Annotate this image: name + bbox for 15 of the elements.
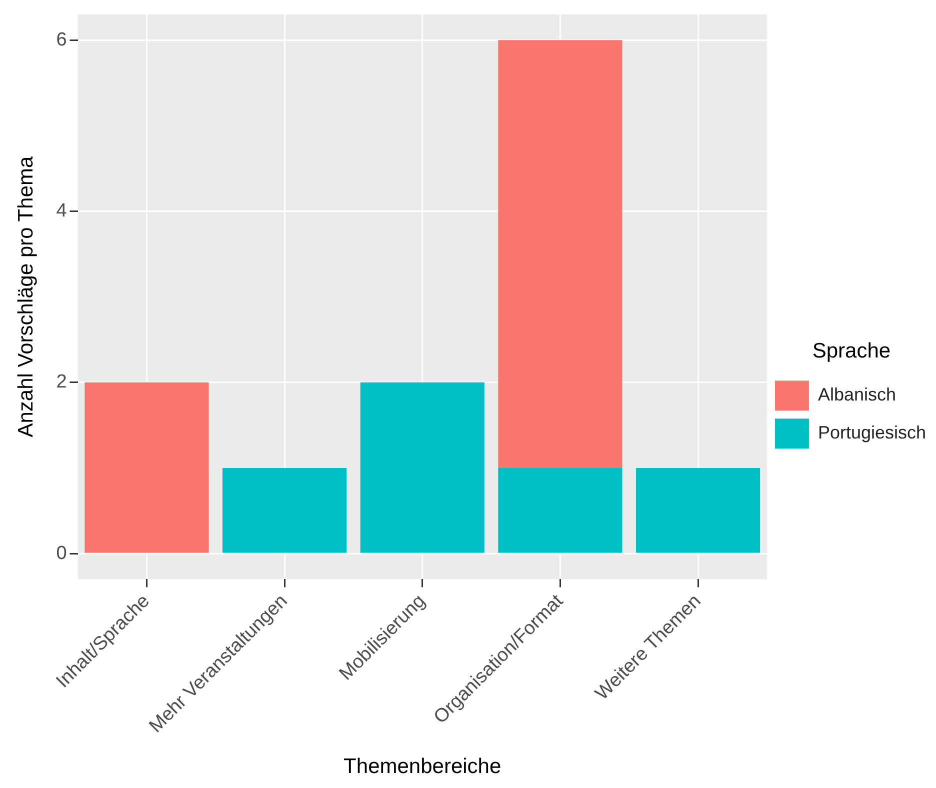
y-tick-label: 0 — [56, 542, 67, 564]
bar — [222, 468, 347, 553]
bar — [84, 382, 209, 553]
y-tick-label: 6 — [56, 29, 67, 50]
x-axis-title: Themenbereiche — [344, 755, 502, 778]
legend-label: Albanisch — [818, 384, 896, 405]
legend-title: Sprache — [812, 340, 891, 363]
legend-label: Portugiesisch — [818, 422, 926, 443]
bar — [498, 40, 622, 468]
bar — [360, 382, 484, 553]
y-tick-label: 4 — [56, 200, 68, 222]
y-axis-title: Anzahl Vorschläge pro Thema — [14, 156, 38, 438]
y-tick-label: 2 — [56, 372, 67, 393]
bar — [498, 468, 622, 553]
bar — [636, 468, 760, 553]
